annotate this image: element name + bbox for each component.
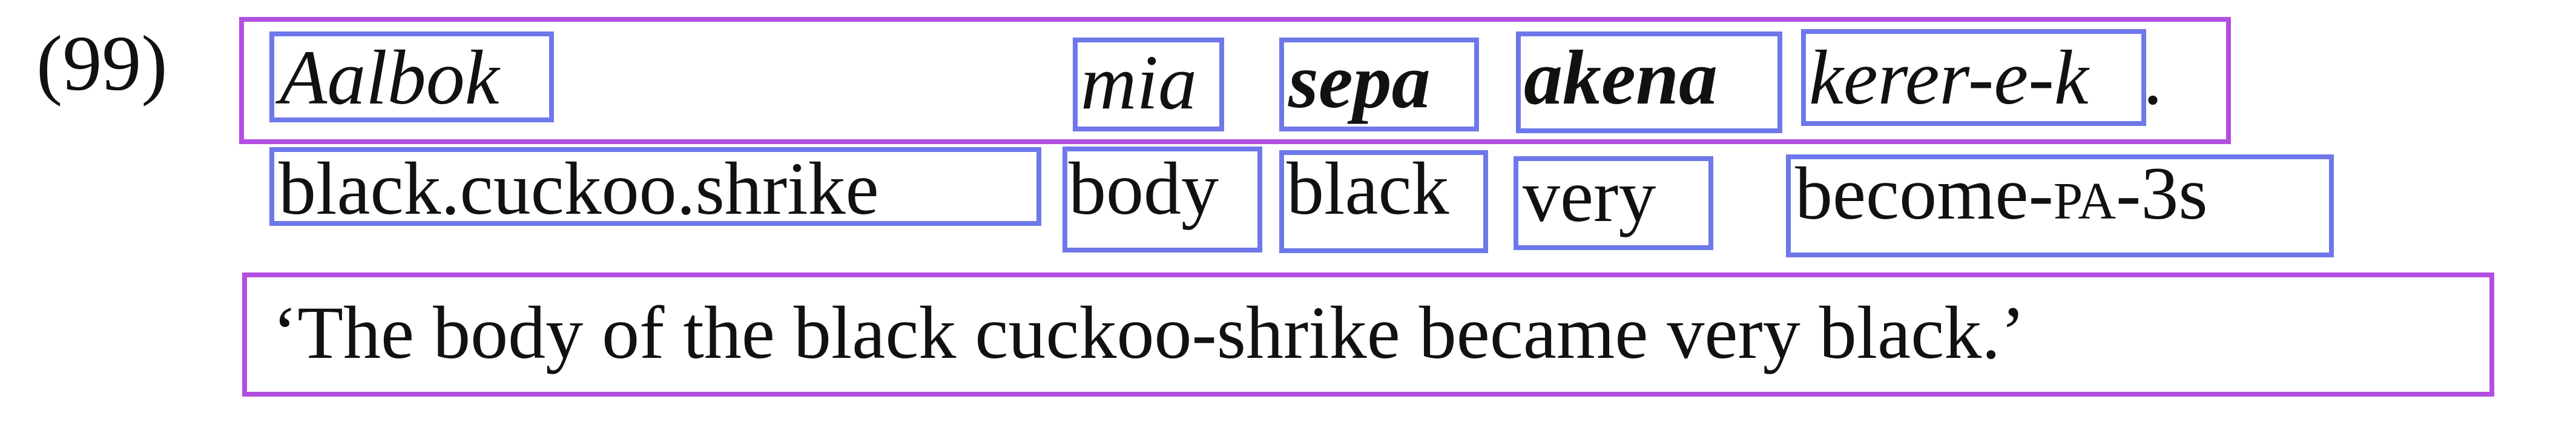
word-box-sepa xyxy=(1279,38,1479,131)
word-box-kerer-e-k xyxy=(1801,29,2146,126)
word-box-aalbok xyxy=(269,31,554,122)
gloss-become-pa-3s: become-pa-3s xyxy=(1795,156,2208,231)
source-word-aalbok: Aalbok xyxy=(280,35,499,120)
word-box-akena xyxy=(1516,31,1782,133)
example-number: (99) xyxy=(36,20,168,107)
gloss-very: very xyxy=(1523,154,1656,237)
gloss-box-very xyxy=(1514,156,1713,250)
gloss-3s-post: -3s xyxy=(2116,152,2208,235)
translation-text: ‘The body of the black cuckoo-shrike bec… xyxy=(272,291,2026,374)
source-word-sepa: sepa xyxy=(1288,38,1431,124)
gloss-box-body xyxy=(1062,147,1262,253)
gloss-body: body xyxy=(1069,147,1219,230)
source-line-box xyxy=(239,17,2231,144)
gloss-box-black-cuckoo-shrike xyxy=(269,147,1041,226)
gloss-box-black xyxy=(1279,150,1488,253)
gloss-black: black xyxy=(1286,147,1449,230)
gloss-pa-small-caps: pa xyxy=(2053,152,2116,235)
gloss-black-cuckoo-shrike: black.cuckoo.shrike xyxy=(278,147,879,230)
translation-box xyxy=(242,272,2494,397)
source-word-akena: akena xyxy=(1524,35,1718,120)
word-box-mia xyxy=(1073,38,1224,131)
gloss-become-pre: become- xyxy=(1795,152,2054,235)
source-word-kerer-e-k: kerer-e-k xyxy=(1809,35,2089,120)
gloss-box-become-pa-3s xyxy=(1786,154,2334,257)
source-word-mia: mia xyxy=(1081,39,1197,125)
source-final-punct: . xyxy=(2143,35,2163,120)
